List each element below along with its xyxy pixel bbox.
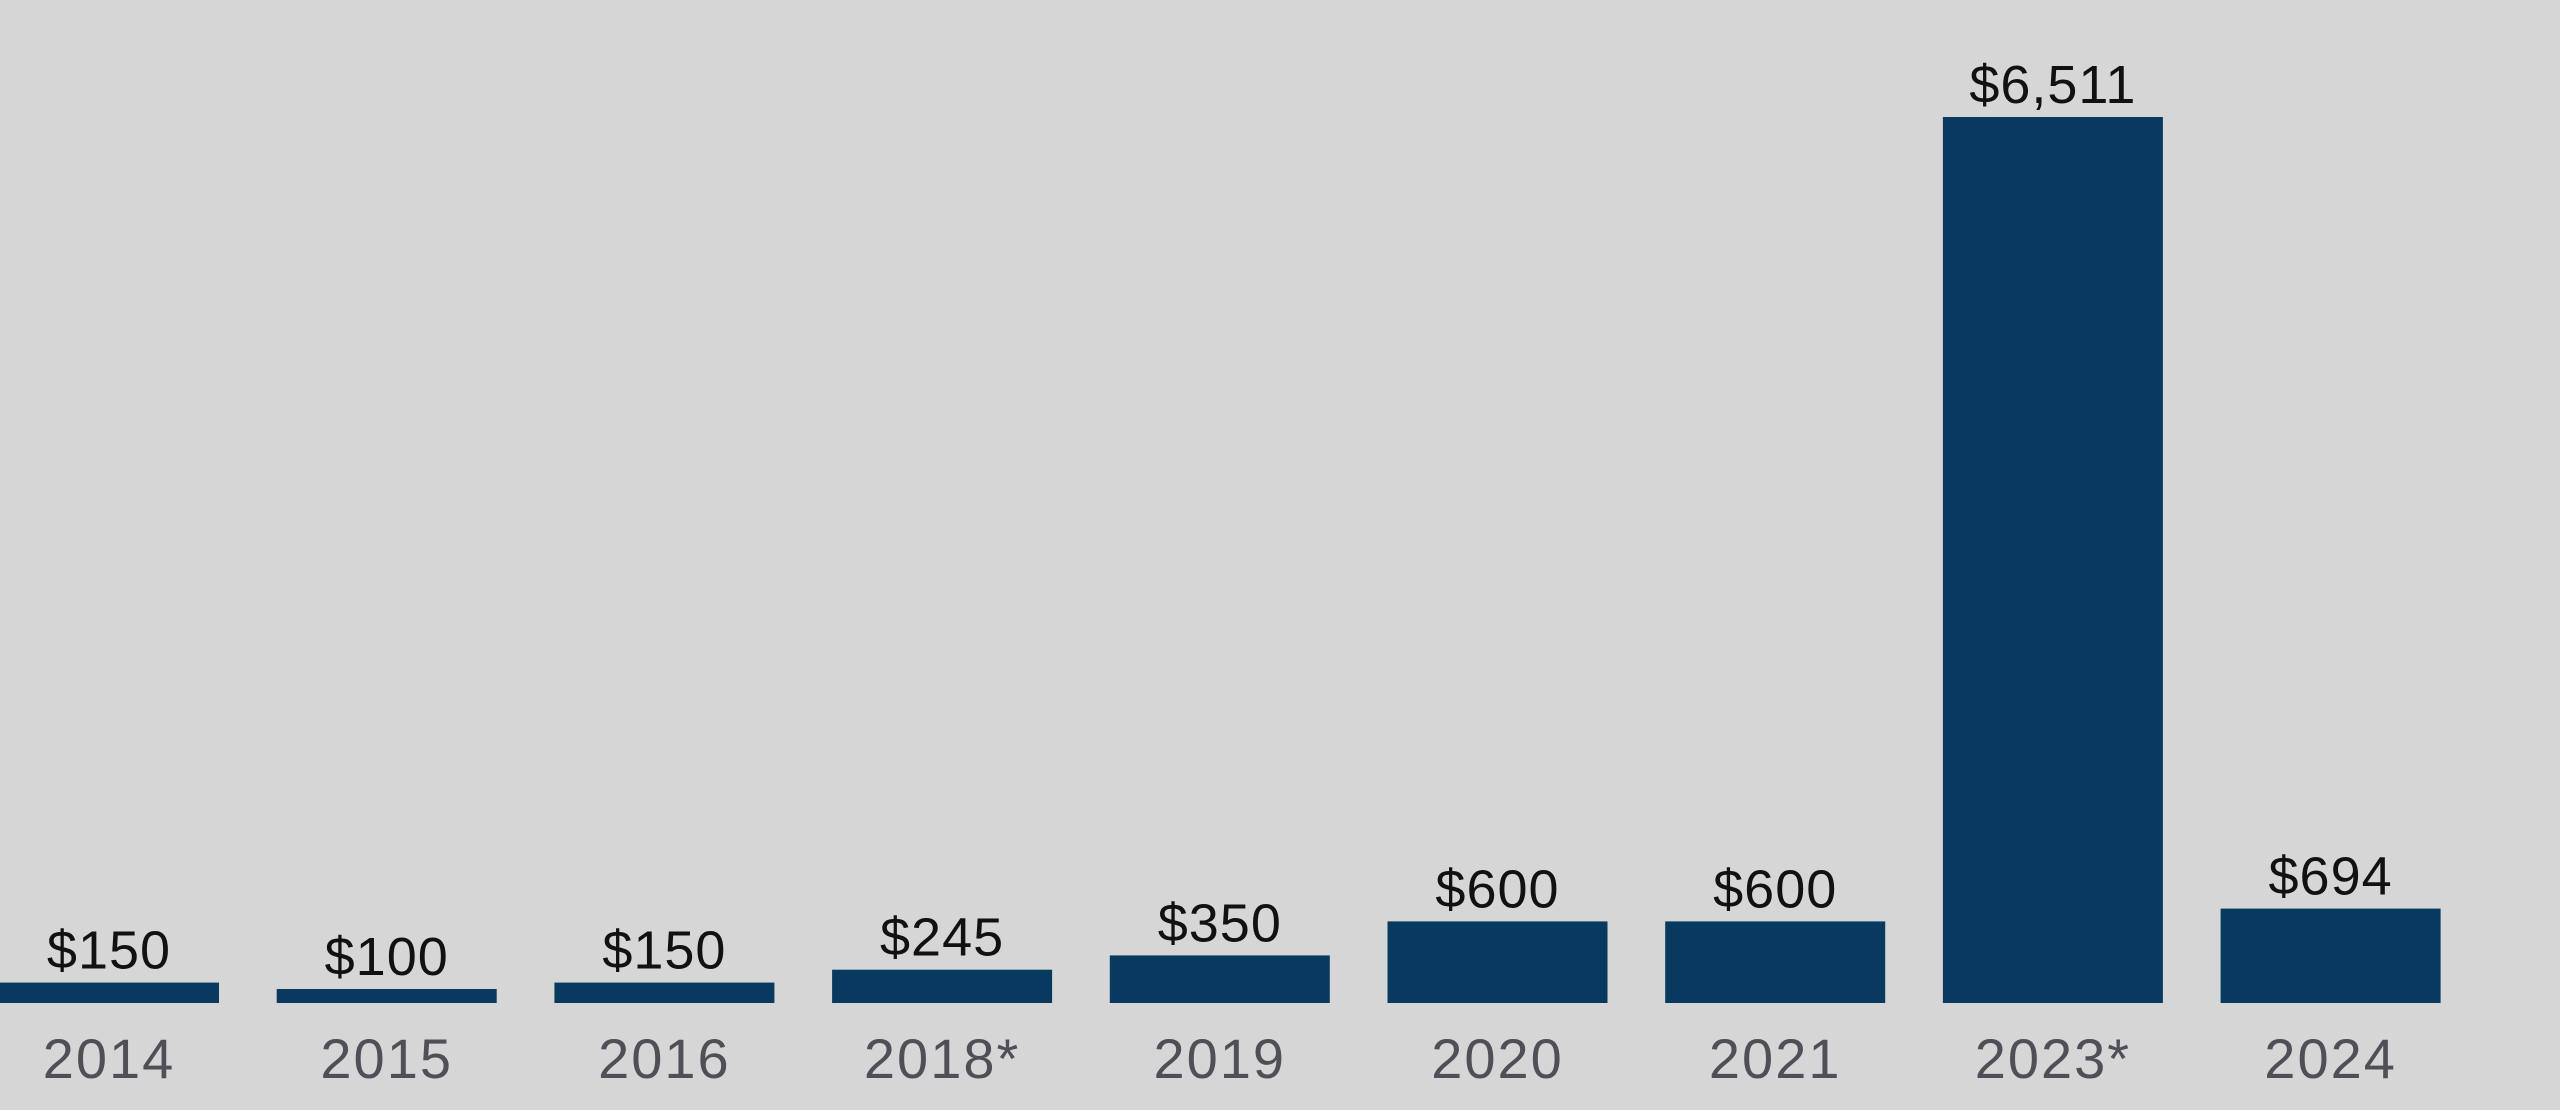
bar-value-label: $600 xyxy=(1713,859,1837,919)
x-tick-label: 2019 xyxy=(1154,1027,1287,1090)
bar-value-label: $6,511 xyxy=(1969,55,2136,115)
bar-value-label: $600 xyxy=(1435,859,1559,919)
x-tick-label: 2021 xyxy=(1709,1027,1842,1090)
x-tick-label: 2016 xyxy=(598,1027,731,1090)
bar-value-label: $150 xyxy=(47,921,171,981)
bar-2014 xyxy=(0,982,219,1003)
x-tick-label: 2018* xyxy=(864,1027,1020,1090)
x-tick-label: 2024 xyxy=(2264,1027,2397,1090)
bar-value-label: $100 xyxy=(325,927,449,987)
bar-value-label: $150 xyxy=(602,921,726,981)
bar-value-label: $350 xyxy=(1158,893,1282,953)
bar-2019 xyxy=(1109,955,1330,1003)
bar-2020 xyxy=(1387,921,1608,1003)
bar-2018* xyxy=(832,969,1053,1003)
x-tick-label: 2015 xyxy=(320,1027,453,1090)
bar-2024 xyxy=(2220,908,2441,1003)
bar-2015 xyxy=(276,989,497,1003)
bar-2023* xyxy=(1942,117,2163,1003)
bar-2021 xyxy=(1665,921,1886,1003)
x-tick-label: 2020 xyxy=(1431,1027,1564,1090)
bar-value-label: $694 xyxy=(2269,847,2393,907)
x-tick-label: 2014 xyxy=(43,1027,176,1090)
x-tick-label: 2023* xyxy=(1975,1027,2131,1090)
bar-2016 xyxy=(554,982,775,1003)
bar-value-label: $245 xyxy=(880,908,1004,968)
